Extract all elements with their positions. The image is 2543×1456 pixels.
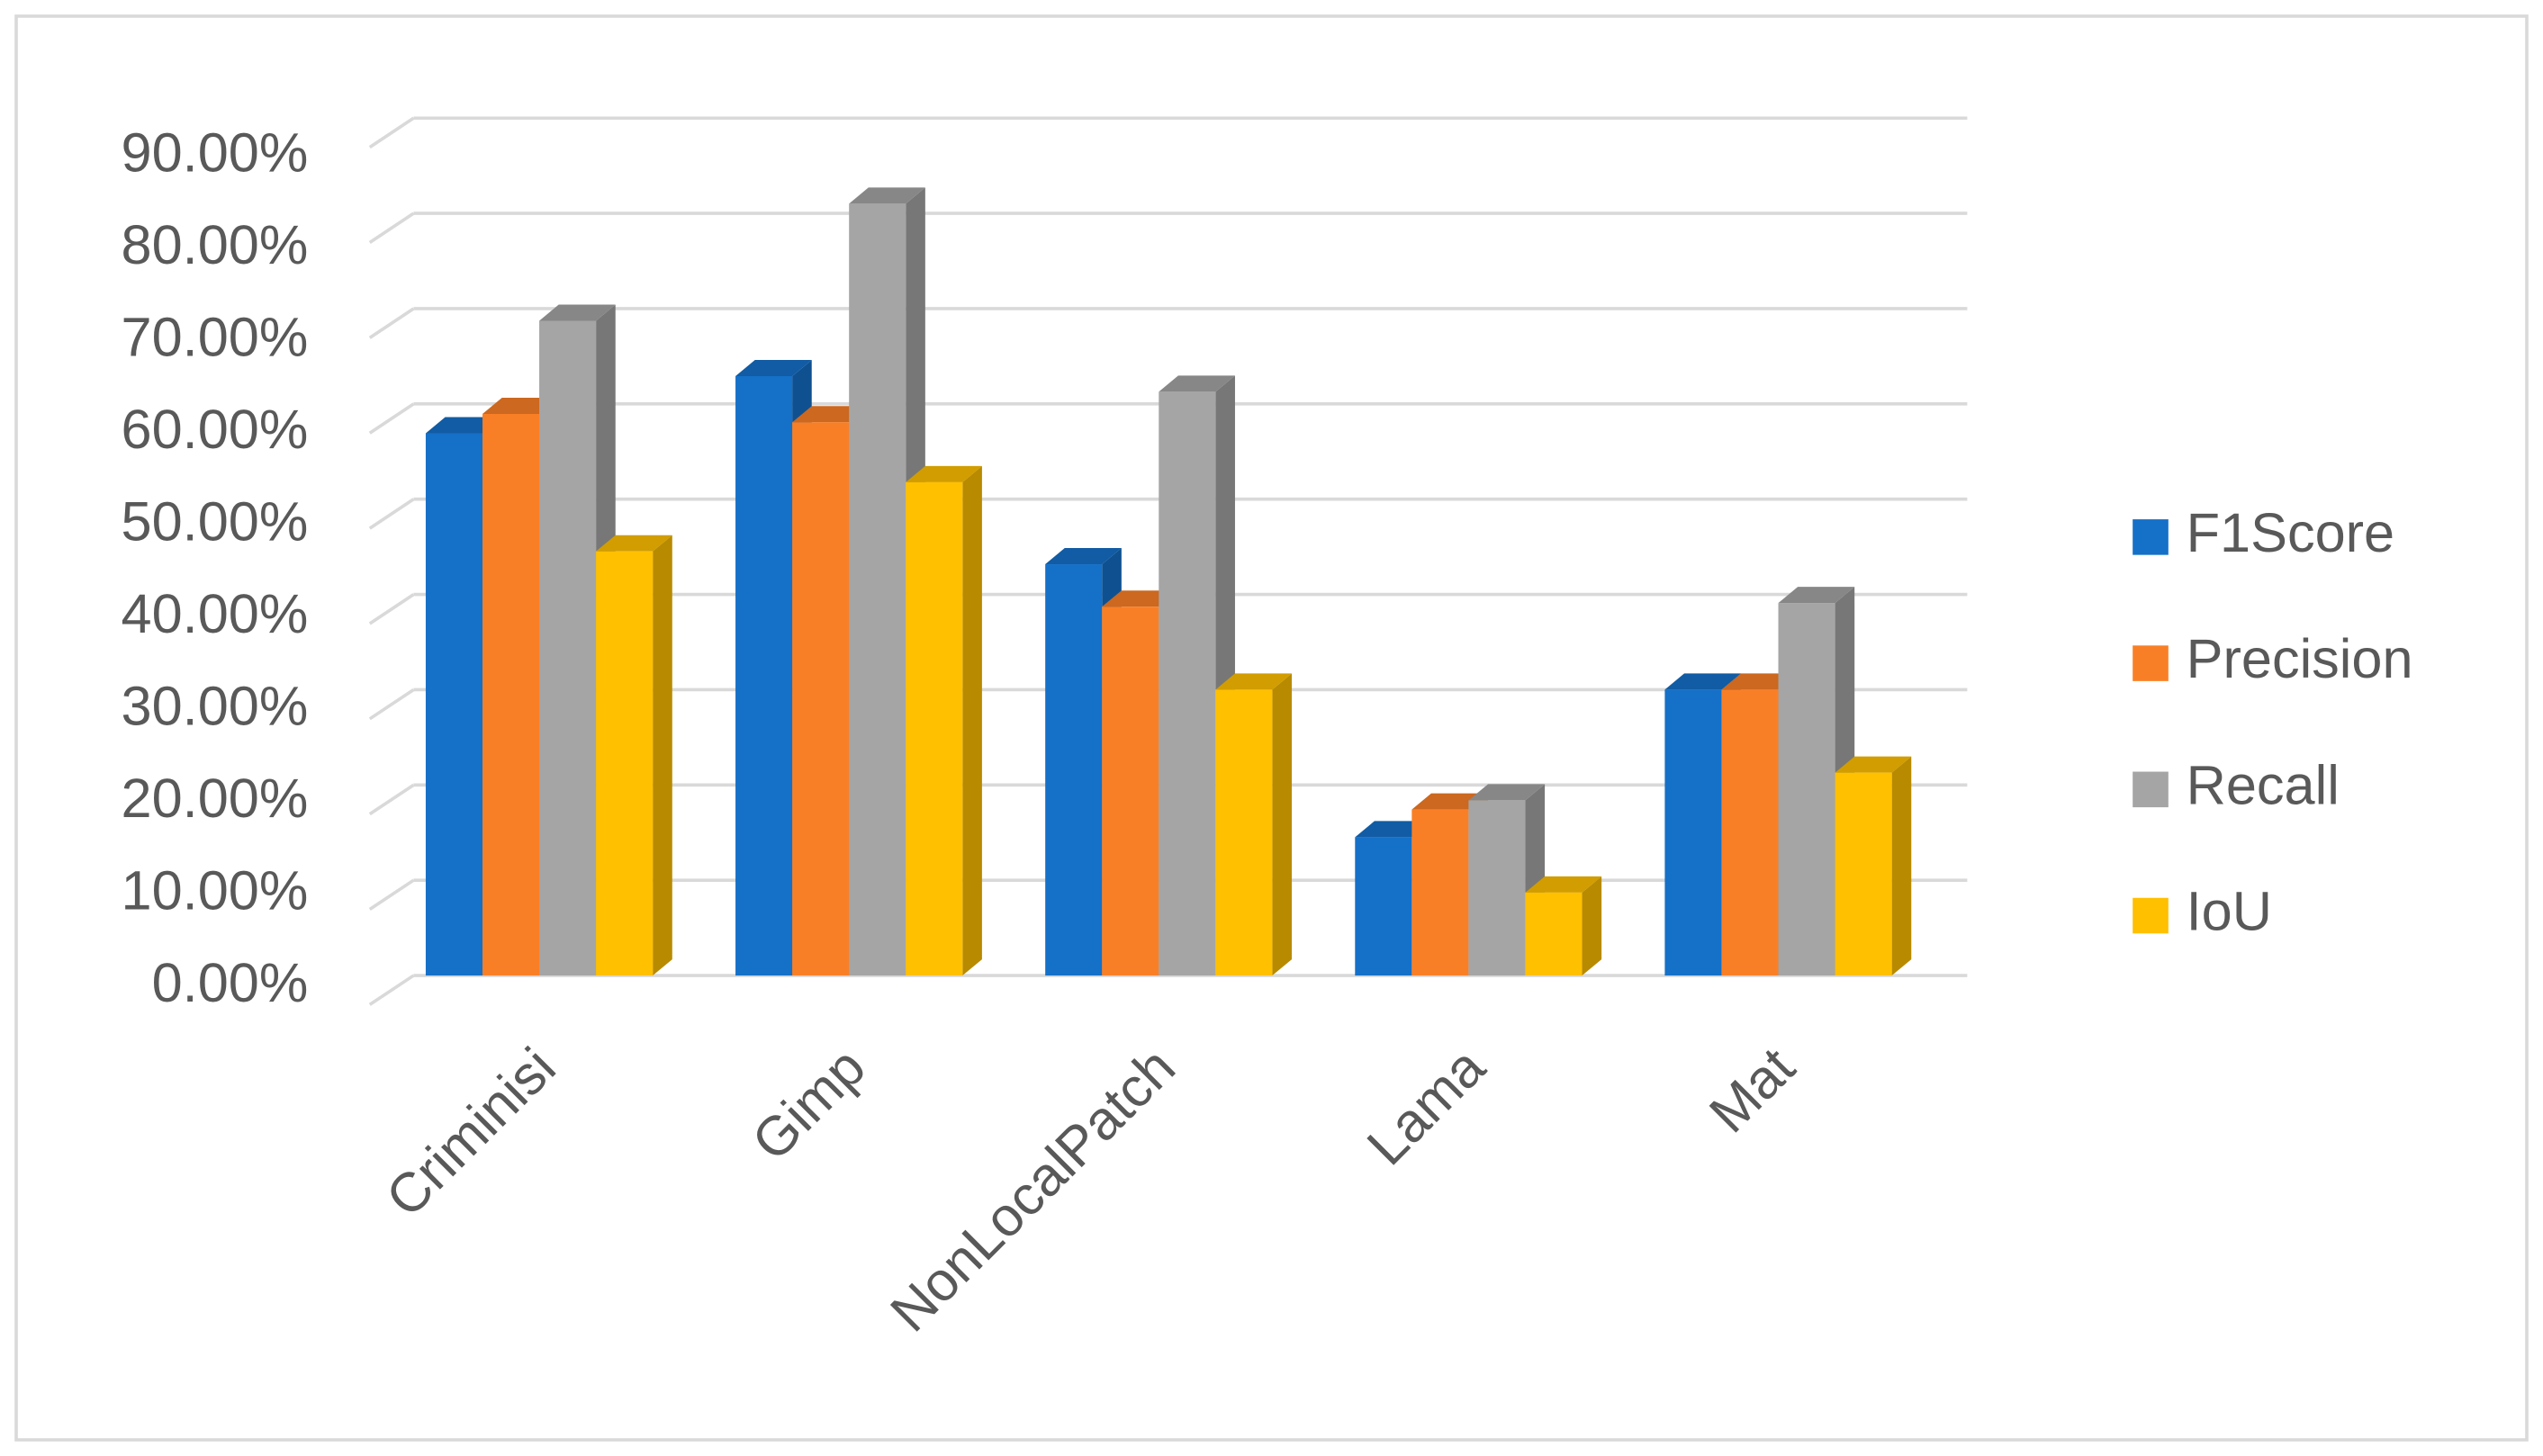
bar-side xyxy=(1582,876,1602,976)
bar-front xyxy=(1778,603,1835,976)
bar-top xyxy=(1159,375,1235,392)
y-tick-label: 90.00% xyxy=(122,122,309,184)
bar-top xyxy=(1215,673,1293,690)
bar xyxy=(1525,876,1602,976)
bar-front xyxy=(1525,892,1583,976)
bar-front xyxy=(1468,800,1526,976)
grid-line-depth xyxy=(368,116,415,149)
bar-front xyxy=(906,481,963,976)
bar-front xyxy=(792,422,850,976)
grid-line-depth xyxy=(368,593,415,625)
bar-front xyxy=(1721,689,1779,976)
bar-top xyxy=(1045,548,1122,565)
bar-front xyxy=(1355,837,1412,976)
bar-front xyxy=(596,551,654,976)
y-tick-label: 70.00% xyxy=(122,307,309,368)
y-tick-label: 60.00% xyxy=(122,399,309,460)
y-tick-label: 10.00% xyxy=(122,859,309,921)
bar-front xyxy=(1664,689,1722,976)
bar xyxy=(906,465,982,976)
bar-front xyxy=(1411,809,1469,976)
legend-label: IoU xyxy=(2187,881,2272,942)
y-tick-label: 30.00% xyxy=(122,675,309,736)
legend-label: Precision xyxy=(2187,628,2413,689)
bar-top xyxy=(1835,756,1912,773)
legend-swatch xyxy=(2133,645,2169,681)
bar-top xyxy=(849,187,925,204)
bar-top xyxy=(539,304,616,321)
bar-front xyxy=(1045,564,1103,976)
bar-front xyxy=(539,320,597,976)
y-tick-label: 50.00% xyxy=(122,490,309,552)
y-tick-label: 40.00% xyxy=(122,583,309,644)
bar-front xyxy=(1159,391,1216,976)
bar xyxy=(1835,756,1912,976)
grid-line-depth xyxy=(368,974,415,1006)
legend-label: F1Score xyxy=(2187,502,2394,563)
bar-side xyxy=(653,535,672,976)
y-tick-label: 20.00% xyxy=(122,768,309,829)
bar-front xyxy=(482,413,540,976)
legend-swatch xyxy=(2133,771,2169,808)
legend-swatch xyxy=(2133,519,2169,555)
grid-line-depth xyxy=(368,211,415,244)
bar-front xyxy=(735,375,793,976)
legend-label: Recall xyxy=(2187,755,2340,816)
grid-line-depth xyxy=(368,688,415,721)
grid-line-depth xyxy=(368,783,415,816)
y-tick-label: 80.00% xyxy=(122,214,309,275)
grid-line-depth xyxy=(368,307,415,339)
bar-top xyxy=(1525,876,1602,893)
grid-line-depth xyxy=(368,402,415,435)
bar-top xyxy=(1664,673,1742,690)
bar-side xyxy=(962,465,982,976)
bar-top xyxy=(906,465,982,482)
grid-line-depth xyxy=(368,498,415,530)
bar-top xyxy=(596,535,672,552)
grid-line-depth xyxy=(368,878,415,912)
bar-side xyxy=(1272,673,1293,976)
bar-front xyxy=(1102,607,1159,976)
bar-front xyxy=(425,433,482,976)
legend-swatch xyxy=(2133,897,2169,934)
bar xyxy=(596,535,672,976)
bar-top xyxy=(735,360,812,376)
bar-top xyxy=(1778,587,1855,604)
bar-front xyxy=(1835,772,1892,976)
y-tick-label: 0.00% xyxy=(152,952,309,1013)
bar xyxy=(1215,673,1293,976)
bar-front xyxy=(849,203,906,976)
bar-top xyxy=(1468,784,1546,801)
bar-side xyxy=(1891,756,1912,976)
bar-front xyxy=(1215,689,1273,976)
